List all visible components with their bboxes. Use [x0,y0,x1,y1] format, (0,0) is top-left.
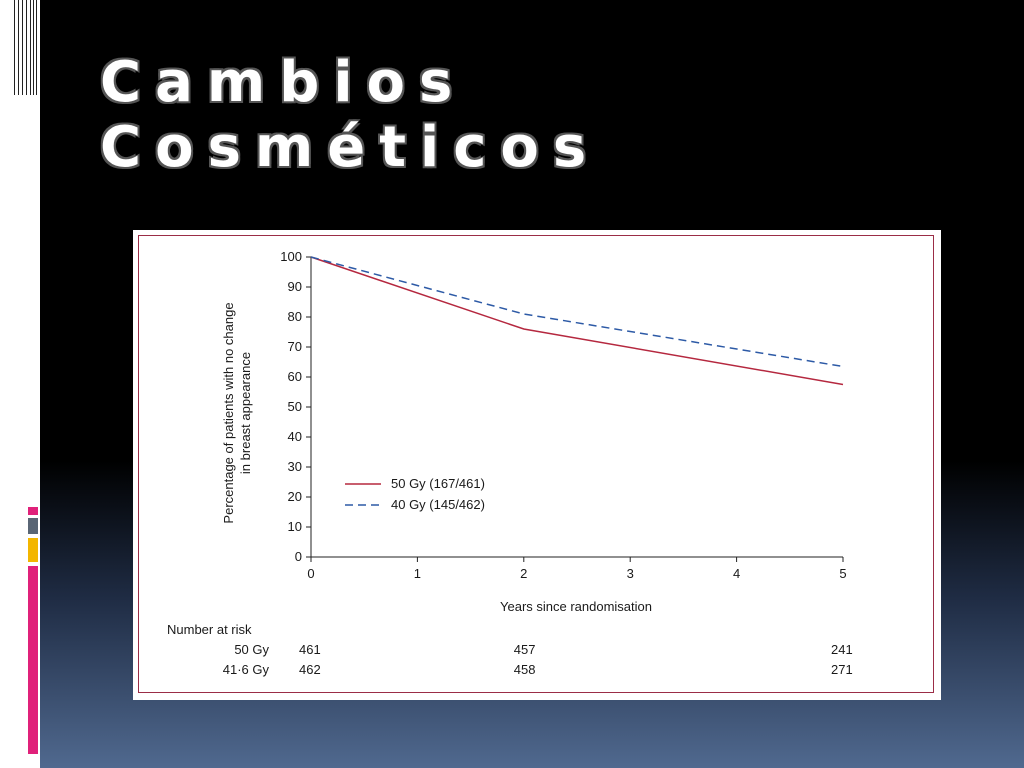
accent-bar-gray [28,518,38,534]
slide-title: Cambios Cosméticos [100,50,601,180]
risk-cell: 458 [513,662,536,677]
risk-cell: 271 [831,662,853,677]
x-axis-ticks: 0 1 2 3 4 5 [307,557,847,581]
y-tick-label: 50 [288,399,302,414]
x-tick-label: 5 [839,566,846,581]
left-decorative-bar [0,0,40,768]
y-tick-label: 10 [288,519,302,534]
y-tick-label: 70 [288,339,302,354]
series-line-40gy [310,256,844,368]
y-axis-label-line2: in breast appearance [238,352,253,474]
y-axis-ticks: 0 10 20 30 40 50 60 70 80 90 100 [280,249,311,564]
x-tick-label: 0 [307,566,314,581]
series-line-50gy [310,256,844,386]
risk-row-label: 50 Gy [234,642,269,657]
y-tick-label: 30 [288,459,302,474]
chart-axes [310,257,843,558]
y-tick-label: 100 [280,249,302,264]
risk-cell: 461 [299,642,321,657]
risk-row-label: 41·6 Gy [222,662,269,677]
x-axis-label: Years since randomisation [500,599,652,614]
accent-bar-magenta-long [28,566,38,754]
series-lines [310,256,844,386]
risk-cell: 462 [299,662,321,677]
risk-cell: 457 [513,642,536,657]
legend-label: 50 Gy (167/461) [391,476,485,491]
y-axis-label-line1: Percentage of patients with no change [221,302,236,523]
y-tick-label: 20 [288,489,302,504]
accent-bar-yellow [28,538,38,562]
y-tick-label: 0 [295,549,302,564]
line-chart: 0 10 20 30 40 50 60 70 80 90 100 0 1 2 3 4 5 50 Gy (167… [221,249,847,614]
x-tick-label: 4 [733,566,740,581]
x-tick-label: 1 [414,566,421,581]
figure-frame [138,235,934,693]
y-tick-label: 60 [288,369,302,384]
accent-bar-magenta-top [28,507,38,515]
y-tick-label: 90 [288,279,302,294]
number-at-risk-header: Number at risk [167,622,252,637]
chart-legend: 50 Gy (167/461) 40 Gy (145/462) [345,476,485,512]
y-tick-label: 40 [288,429,302,444]
risk-cell: 241 [831,642,853,657]
legend-label: 40 Gy (145/462) [391,497,485,512]
chart-figure: 0 10 20 30 40 50 60 70 80 90 100 0 1 2 3 4 5 50 Gy (167… [133,230,941,700]
y-tick-label: 80 [288,309,302,324]
x-tick-label: 2 [520,566,527,581]
x-tick-label: 3 [627,566,634,581]
